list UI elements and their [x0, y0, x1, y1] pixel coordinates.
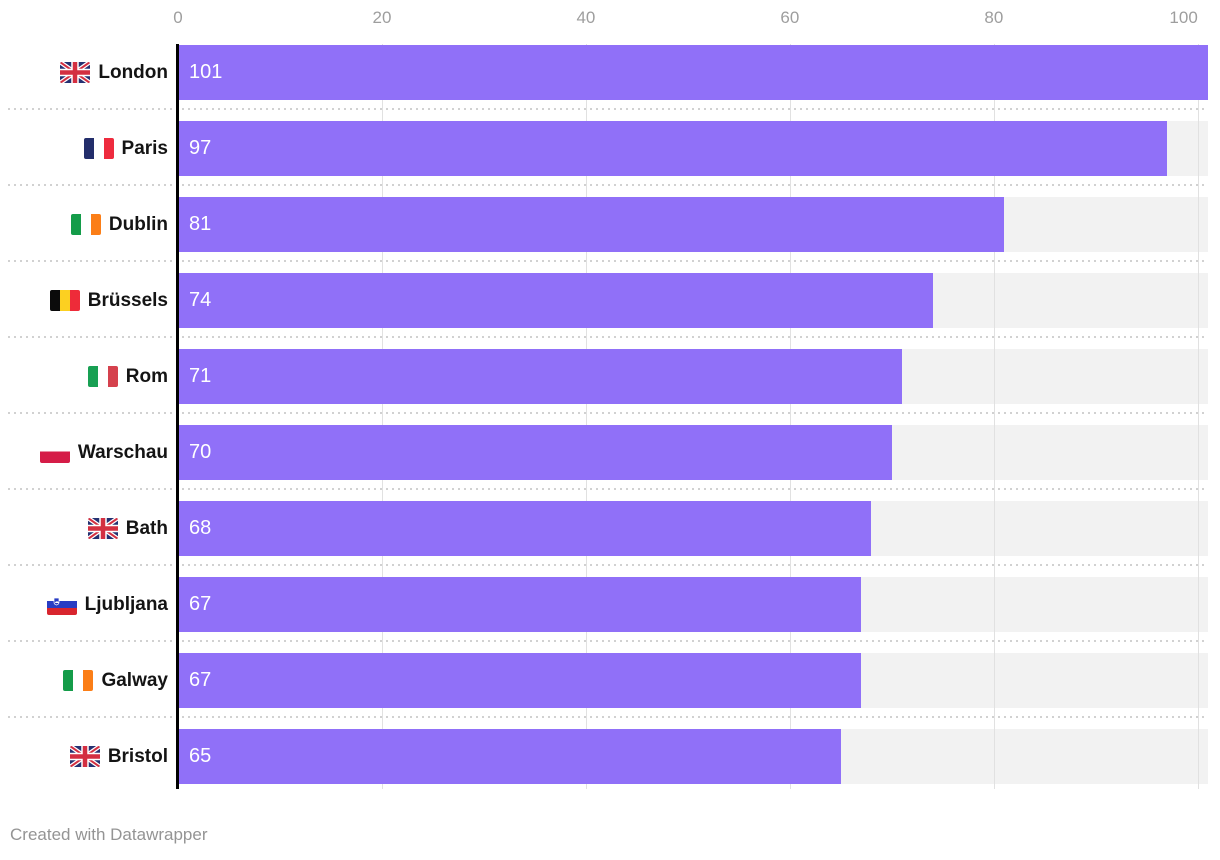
city-label: Brüssels: [87, 289, 168, 311]
flag-uk-icon: [60, 61, 91, 83]
bar-track: 65: [178, 728, 1208, 784]
bar: 101: [178, 44, 1208, 100]
bar-value-label: 97: [189, 137, 212, 159]
bar: 67: [178, 576, 862, 632]
bar-value-label: 101: [189, 61, 223, 83]
gridline: [1197, 44, 1199, 789]
city-label: London: [98, 61, 168, 83]
chart-row: Warschau 70: [0, 414, 1220, 490]
row-label: London: [0, 61, 178, 83]
bar-value-label: 65: [189, 745, 212, 767]
flag-slovenia-icon: [46, 593, 77, 615]
flag-belgium-icon: [49, 289, 80, 311]
gridline: [993, 44, 995, 789]
city-label: Bath: [125, 517, 168, 539]
flag-italy-icon: [87, 365, 118, 387]
city-label: Rom: [125, 365, 168, 387]
bar-track: 74: [178, 272, 1208, 328]
chart-row: Ljubljana 67: [0, 566, 1220, 642]
flag-uk-icon: [69, 745, 100, 767]
x-tick-label: 60: [780, 8, 800, 27]
city-label: Ljubljana: [84, 593, 168, 615]
chart-row: Rom 71: [0, 338, 1220, 414]
datawrapper-credit-link[interactable]: Created with Datawrapper: [10, 825, 208, 844]
city-label: Dublin: [108, 213, 168, 235]
chart-row: Galway 67: [0, 642, 1220, 718]
bar-value-label: 71: [189, 365, 212, 387]
row-label: Ljubljana: [0, 593, 178, 615]
chart-row: London 101: [0, 34, 1220, 110]
x-tick-label: 20: [372, 8, 392, 27]
flag-ireland-icon: [70, 213, 101, 235]
gridline: [381, 44, 383, 789]
bar: 97: [178, 120, 1168, 176]
x-tick-label: 80: [984, 8, 1004, 27]
row-label: Dublin: [0, 213, 178, 235]
row-label: Galway: [0, 669, 178, 691]
gridline: [789, 44, 791, 789]
chart-row: Bath 68: [0, 490, 1220, 566]
bar: 81: [178, 196, 1005, 252]
chart-row: Paris 97: [0, 110, 1220, 186]
city-label: Bristol: [107, 745, 168, 767]
flag-uk-icon: [87, 517, 118, 539]
bar-rows: London 101 Paris 97 Dublin 81: [0, 34, 1220, 794]
bar-value-label: 67: [189, 669, 212, 691]
bar-value-label: 68: [189, 517, 212, 539]
bar: 71: [178, 348, 903, 404]
city-label: Paris: [121, 137, 168, 159]
flag-france-icon: [83, 137, 114, 159]
bar: 65: [178, 728, 841, 784]
chart-row: Brüssels 74: [0, 262, 1220, 338]
bar-track: 70: [178, 424, 1208, 480]
bar: 70: [178, 424, 892, 480]
x-axis: 0 20 40 60 80 100: [0, 0, 1220, 34]
bar-value-label: 81: [189, 213, 212, 235]
bar-track: 101: [178, 44, 1208, 100]
row-label: Rom: [0, 365, 178, 387]
row-label: Bristol: [0, 745, 178, 767]
bar-track: 67: [178, 576, 1208, 632]
chart-row: Bristol 65: [0, 718, 1220, 794]
bar-track: 81: [178, 196, 1208, 252]
bar-track: 67: [178, 652, 1208, 708]
bar-value-label: 74: [189, 289, 212, 311]
gridline: [585, 44, 587, 789]
x-tick-label: 40: [576, 8, 596, 27]
row-label: Bath: [0, 517, 178, 539]
x-tick-label: 100: [1169, 8, 1198, 27]
bar-value-label: 70: [189, 441, 212, 463]
x-tick-label: 0: [173, 8, 183, 27]
bar: 68: [178, 500, 872, 556]
city-label: Warschau: [77, 441, 168, 463]
flag-poland-icon: [39, 441, 70, 463]
plot-area: London 101 Paris 97 Dublin 81: [0, 34, 1220, 794]
flag-ireland-icon: [63, 669, 94, 691]
bar-track: 71: [178, 348, 1208, 404]
bar-track: 68: [178, 500, 1208, 556]
row-label: Paris: [0, 137, 178, 159]
row-label: Warschau: [0, 441, 178, 463]
row-label: Brüssels: [0, 289, 178, 311]
city-label: Galway: [101, 669, 168, 691]
bar-track: 97: [178, 120, 1208, 176]
zero-axis-line: [176, 44, 179, 789]
chart-row: Dublin 81: [0, 186, 1220, 262]
bar: 67: [178, 652, 862, 708]
bar-value-label: 67: [189, 593, 212, 615]
bar: 74: [178, 272, 933, 328]
